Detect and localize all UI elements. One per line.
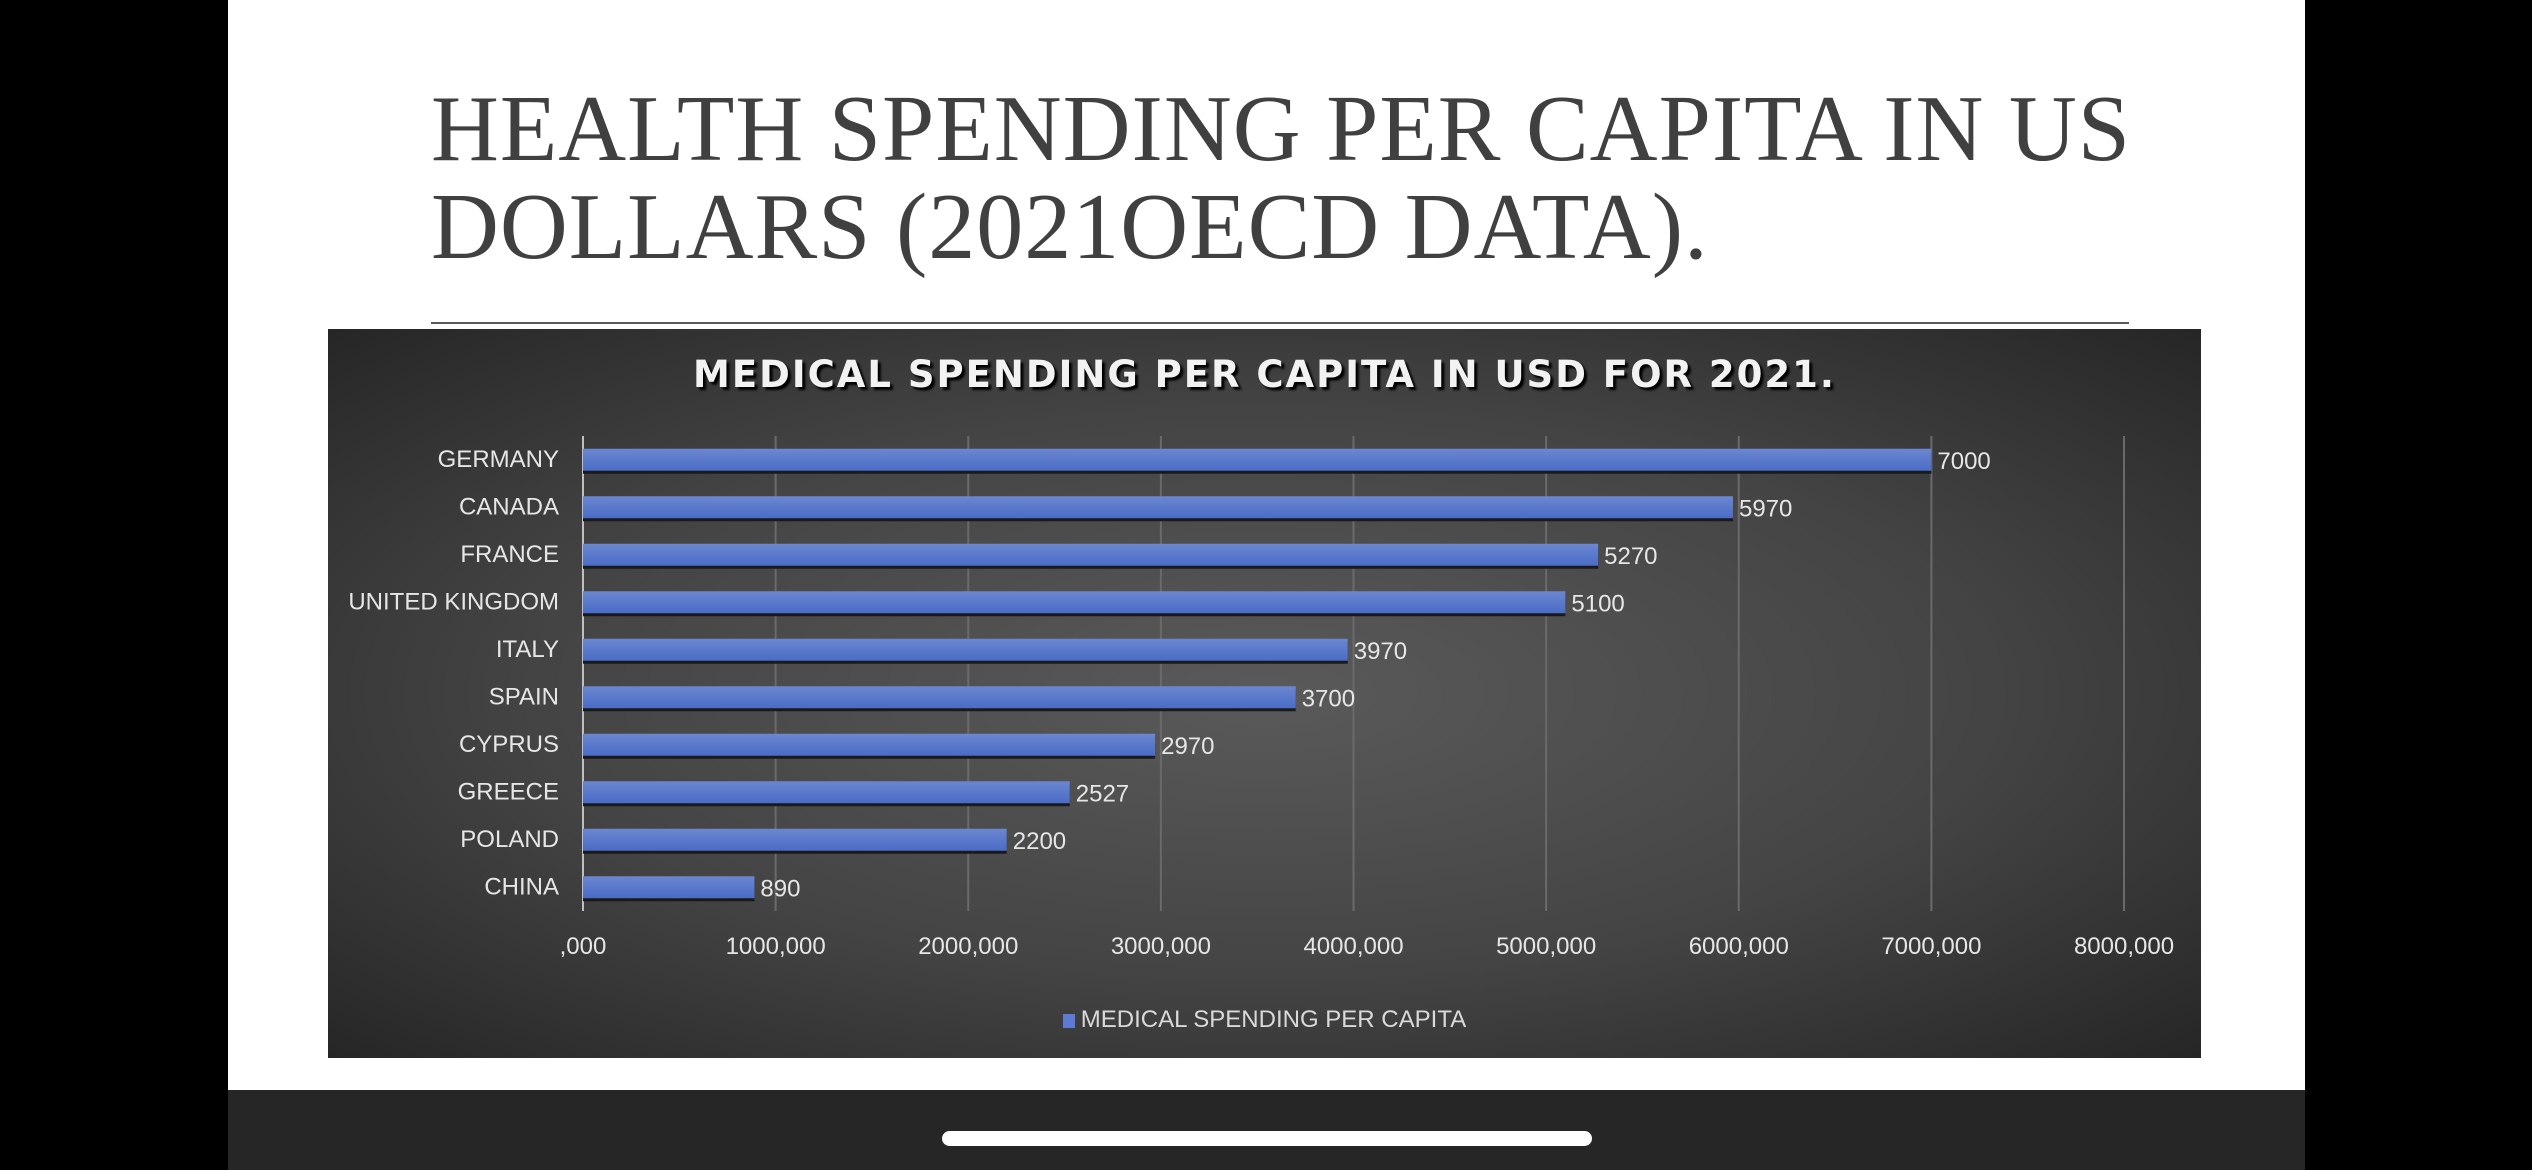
data-label: 3970 xyxy=(1354,638,1407,665)
bar-poland xyxy=(583,828,1007,851)
bar-italy xyxy=(583,638,1348,661)
home-indicator[interactable] xyxy=(942,1131,1592,1146)
x-tick-label: 4000,000 xyxy=(1303,933,1403,960)
data-label: 2527 xyxy=(1076,780,1129,807)
x-tick-label: 7000,000 xyxy=(1881,933,1981,960)
data-label: 890 xyxy=(760,875,800,902)
data-label: 7000 xyxy=(1937,448,1990,475)
x-tick-label: ,000 xyxy=(560,933,607,960)
bar-france xyxy=(583,543,1599,566)
data-label: 5970 xyxy=(1739,495,1792,522)
x-tick-label: 5000,000 xyxy=(1496,933,1596,960)
title-divider xyxy=(431,322,2129,324)
category-label: CHINA xyxy=(484,873,559,900)
category-label: UNITED KINGDOM xyxy=(348,588,559,615)
category-label: SPAIN xyxy=(489,683,559,710)
data-label: 2200 xyxy=(1013,828,1066,855)
plot-area: ,000 1000,000 2000,000 3000,000 4000,000 5000… xyxy=(348,436,2174,960)
data-label: 3700 xyxy=(1302,685,1355,712)
bar-china xyxy=(583,876,755,899)
category-label: GERMANY xyxy=(438,446,559,473)
bar-greece xyxy=(583,781,1070,804)
data-label: 5100 xyxy=(1571,590,1624,617)
category-label: ITALY xyxy=(496,636,559,663)
category-label: POLAND xyxy=(460,826,559,853)
bottom-bar xyxy=(228,1090,2305,1170)
chart-title: MEDICAL SPENDING PER CAPITA IN USD FOR 2… xyxy=(693,353,1836,396)
category-label: FRANCE xyxy=(460,541,559,568)
bar-cyprus xyxy=(583,733,1156,756)
x-tick-label: 2000,000 xyxy=(918,933,1018,960)
slide-title: HEALTH SPENDING PER CAPITA IN US DOLLARS… xyxy=(431,77,2132,279)
x-tick-label: 3000,000 xyxy=(1111,933,1211,960)
bar-united-kingdom xyxy=(583,591,1566,614)
bar-spain xyxy=(583,686,1296,709)
legend-swatch xyxy=(1062,1014,1075,1028)
bar-germany xyxy=(583,448,1932,471)
legend: MEDICAL SPENDING PER CAPITA xyxy=(328,1006,2201,1034)
bar-chart: MEDICAL SPENDING PER CAPITA IN USD FOR 2… xyxy=(328,329,2201,1058)
bar-canada xyxy=(583,496,1733,519)
category-label: GREECE xyxy=(458,778,559,805)
data-label: 2970 xyxy=(1161,733,1214,760)
category-label: CYPRUS xyxy=(459,731,559,758)
data-label: 5270 xyxy=(1604,543,1657,570)
category-label: CANADA xyxy=(459,493,559,520)
x-tick-label: 1000,000 xyxy=(726,933,826,960)
x-tick-label: 6000,000 xyxy=(1689,933,1789,960)
x-tick-label: 8000,000 xyxy=(2074,933,2174,960)
legend-label: MEDICAL SPENDING PER CAPITA xyxy=(1080,1006,1467,1033)
